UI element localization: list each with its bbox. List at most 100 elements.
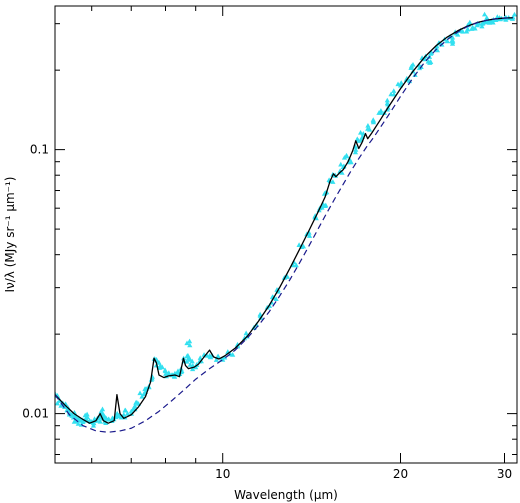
data-point	[434, 47, 441, 53]
data-point	[395, 81, 401, 87]
data-point	[322, 203, 328, 208]
data-point	[341, 154, 348, 160]
data-point	[300, 243, 306, 249]
data-point	[185, 352, 191, 358]
data-point	[122, 407, 128, 413]
data-point	[124, 411, 131, 416]
data-point	[172, 374, 178, 379]
data-point	[330, 179, 336, 184]
data-point	[490, 19, 496, 25]
data-point	[464, 26, 471, 32]
data-point	[189, 358, 195, 364]
x-tick-label: 30	[497, 467, 512, 481]
data-point	[222, 354, 228, 360]
data-point	[388, 91, 394, 97]
data-point	[384, 97, 390, 103]
data-point	[338, 161, 344, 167]
y-tick-label: 0.01	[22, 407, 49, 421]
data-point	[284, 274, 291, 279]
data-point	[428, 50, 435, 55]
data-point	[184, 358, 190, 364]
data-point	[503, 17, 509, 22]
data-point	[337, 168, 343, 174]
data-point	[348, 159, 354, 165]
plot-frame	[54, 5, 518, 464]
data-point	[358, 129, 364, 135]
model-solid-line	[55, 17, 513, 424]
x-axis-label: Wavelength (μm)	[234, 488, 338, 502]
data-point	[290, 262, 296, 268]
data-point	[241, 335, 248, 341]
data-point	[187, 356, 193, 362]
data-point	[398, 80, 404, 85]
data-point	[319, 204, 325, 210]
data-point	[469, 26, 475, 31]
data-point	[378, 108, 384, 113]
data-point	[219, 356, 225, 362]
data-point	[139, 393, 145, 399]
data-point	[353, 147, 359, 152]
y-tick-label: 0.1	[30, 143, 49, 157]
data-point	[166, 370, 172, 375]
data-point	[425, 58, 431, 64]
data-point	[98, 408, 104, 414]
data-point	[273, 296, 279, 302]
x-tick-label: 10	[215, 467, 230, 481]
data-point	[230, 352, 236, 357]
data-point	[472, 25, 478, 31]
data-point	[455, 31, 461, 37]
continuum-dashed-line	[55, 17, 513, 433]
scatter-series	[55, 11, 517, 428]
data-point	[509, 16, 516, 21]
data-point	[213, 357, 219, 362]
data-point	[511, 11, 517, 17]
data-point	[84, 411, 90, 417]
data-point	[196, 358, 203, 364]
data-point	[187, 342, 193, 348]
data-point	[103, 420, 109, 426]
data-point	[190, 366, 196, 372]
data-point	[481, 11, 488, 17]
data-point	[137, 390, 143, 396]
data-point	[479, 23, 485, 29]
data-point	[64, 406, 71, 412]
data-point	[75, 421, 81, 426]
data-point	[134, 399, 140, 405]
data-point	[306, 233, 313, 238]
data-point	[370, 118, 376, 123]
data-point	[344, 153, 350, 159]
data-point	[114, 410, 120, 416]
data-point	[187, 362, 193, 367]
data-point	[444, 38, 450, 44]
data-point	[243, 330, 249, 336]
data-point	[162, 367, 168, 373]
data-point	[197, 355, 203, 360]
data-point	[90, 422, 97, 428]
data-point	[215, 353, 221, 359]
data-point	[450, 39, 456, 44]
data-point	[408, 63, 415, 69]
data-point	[184, 340, 190, 346]
data-point	[434, 43, 440, 49]
data-point	[391, 88, 397, 93]
axes-layer: 10 20 30 0.01 0.1	[22, 5, 518, 481]
data-point	[467, 19, 473, 25]
data-point	[416, 65, 423, 71]
data-point	[365, 122, 371, 128]
data-point	[208, 354, 214, 360]
y-axis-label: Iν/λ (MJy sr⁻¹ μm⁻¹)	[3, 177, 17, 293]
data-point	[366, 126, 373, 132]
x-tick-label: 20	[393, 467, 408, 481]
data-point	[354, 136, 360, 142]
data-point	[296, 242, 302, 247]
data-point	[55, 400, 60, 406]
data-point	[58, 403, 64, 408]
data-layer	[55, 11, 517, 433]
data-point	[257, 311, 263, 317]
data-point	[73, 413, 79, 419]
data-point	[186, 338, 193, 344]
data-point	[352, 149, 359, 155]
data-point	[97, 418, 103, 424]
